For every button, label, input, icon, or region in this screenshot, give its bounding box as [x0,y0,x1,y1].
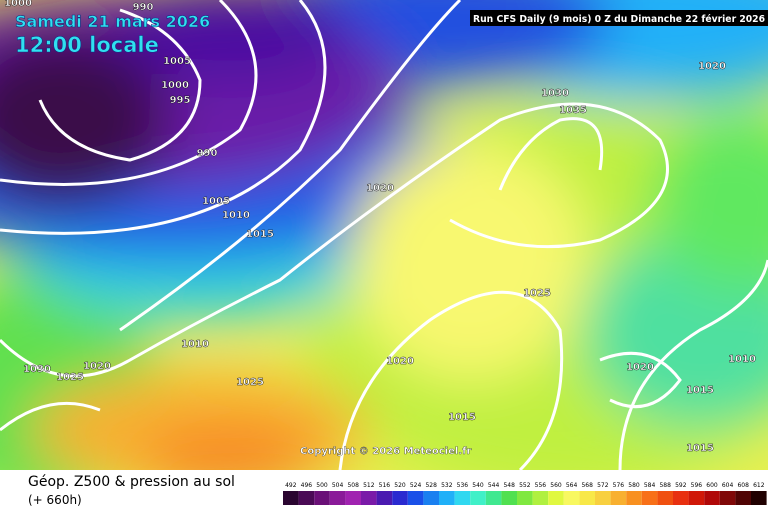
scale-swatch [298,491,315,505]
scale-swatch [532,491,549,505]
scale-swatch [314,491,330,505]
run-info: Run CFS Daily (9 mois) 0 Z du Dimanche 2… [473,13,765,25]
scale-label: 588 [659,482,671,489]
scale-label: 536 [457,482,469,489]
date: Samedi 21 mars 2026 [15,12,210,31]
isobar-label: 1015 [686,385,714,396]
isobar-label: 1020 [386,356,414,367]
isobar-label: 1010 [181,339,209,350]
scale-swatch [454,491,471,505]
isobar-label: 1025 [56,372,84,383]
isobar-label: 995 [170,95,191,106]
isobar-label: 1025 [523,288,551,299]
scale-swatch [548,491,564,505]
scale-label: 544 [488,482,500,489]
scale-label: 540 [472,482,484,489]
isobar-label: 1015 [448,412,476,423]
isobar-label: 990 [133,2,154,13]
scale-swatch [517,491,533,505]
scale-swatch [688,491,705,505]
scale-label: 552 [519,482,531,489]
isobar-label: 1005 [202,196,230,207]
scale-swatch [595,491,611,505]
footer-lead: (+ 660h) [28,493,82,507]
scale-label: 576 [613,482,625,489]
scale-label: 528 [425,482,437,489]
scale-label: 600 [706,482,718,489]
isobars [0,0,768,470]
isobar-label: 1035 [559,105,587,116]
isobar-label: 1020 [366,183,394,194]
scale-swatch [641,491,658,505]
isobar-label: 1000 [4,0,32,9]
scale-swatch [735,491,751,505]
isobar-label: 990 [197,148,218,159]
scale-swatch [345,491,361,505]
scale-swatch [392,491,408,505]
scale-swatch [470,491,486,505]
run-box [470,10,768,26]
isobar-label: 1020 [83,361,111,372]
scale-swatch [423,491,439,505]
scale-swatch [485,491,502,505]
scale-swatch [407,491,424,505]
scale-swatch [610,491,627,505]
scale-label: 516 [379,482,391,489]
scale-swatch [657,491,673,505]
scale-label: 532 [441,482,453,489]
scale-label: 580 [628,482,640,489]
scale-swatch [673,491,689,505]
isobar-label: 1015 [246,229,274,240]
scale-swatch [704,491,720,505]
isobar-label: 1000 [161,80,189,91]
scale-label: 512 [363,482,375,489]
isobar-label: 1030 [23,364,51,375]
footer-title: Géop. Z500 & pression au sol [28,474,235,490]
scale-label: 568 [581,482,593,489]
copyright: Copyright © 2026 Meteociel.fr [300,446,471,457]
scale-label: 596 [691,482,703,489]
isobar-label: 1030 [541,88,569,99]
isobar-label: 1020 [626,362,654,373]
scale-label: 560 [550,482,562,489]
isobar-label: 1010 [222,210,250,221]
scale-label: 612 [753,482,765,489]
scale-swatch [626,491,642,505]
isobar-label: 1015 [686,443,714,454]
time: 12:00 locale [15,33,159,57]
scale-label: 508 [347,482,359,489]
scale-label: 496 [301,482,313,489]
scale-label: 520 [394,482,406,489]
scale-label: 604 [722,482,734,489]
scale-swatch [751,491,767,505]
scale-label: 584 [644,482,656,489]
scale-swatch [563,491,580,505]
scale-label: 592 [675,482,687,489]
isobar-label: 1020 [698,61,726,72]
scale-label: 500 [316,482,328,489]
isobar-label: 1025 [236,377,264,388]
scale-swatch [376,491,393,505]
scale-swatch [719,491,736,505]
scale-label: 564 [566,482,578,489]
scale-label: 492 [285,482,297,489]
isobar-label: 1005 [163,56,191,67]
scale-label: 548 [503,482,515,489]
scale-label: 572 [597,482,609,489]
scale-label: 524 [410,482,422,489]
scale-swatch [329,491,346,505]
scale-swatch [439,491,455,505]
scale-swatch [579,491,595,505]
scale-swatch [501,491,517,505]
isobar-label: 1010 [728,354,756,365]
scale-label: 608 [737,482,749,489]
scale-swatch [283,491,299,505]
scale-swatch [361,491,377,505]
scale-label: 556 [535,482,547,489]
scale-label: 504 [332,482,344,489]
